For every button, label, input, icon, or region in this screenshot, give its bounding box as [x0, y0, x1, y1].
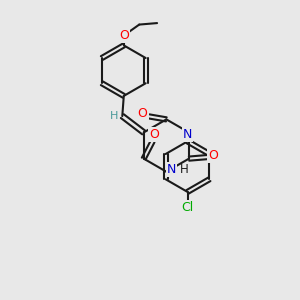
Text: N: N	[167, 163, 176, 176]
Text: O: O	[149, 128, 159, 141]
Text: H: H	[110, 111, 118, 121]
Text: O: O	[119, 29, 129, 42]
Text: H: H	[180, 163, 189, 176]
Text: O: O	[138, 107, 148, 120]
Text: Cl: Cl	[182, 202, 194, 214]
Text: N: N	[183, 128, 192, 141]
Text: O: O	[208, 149, 218, 162]
